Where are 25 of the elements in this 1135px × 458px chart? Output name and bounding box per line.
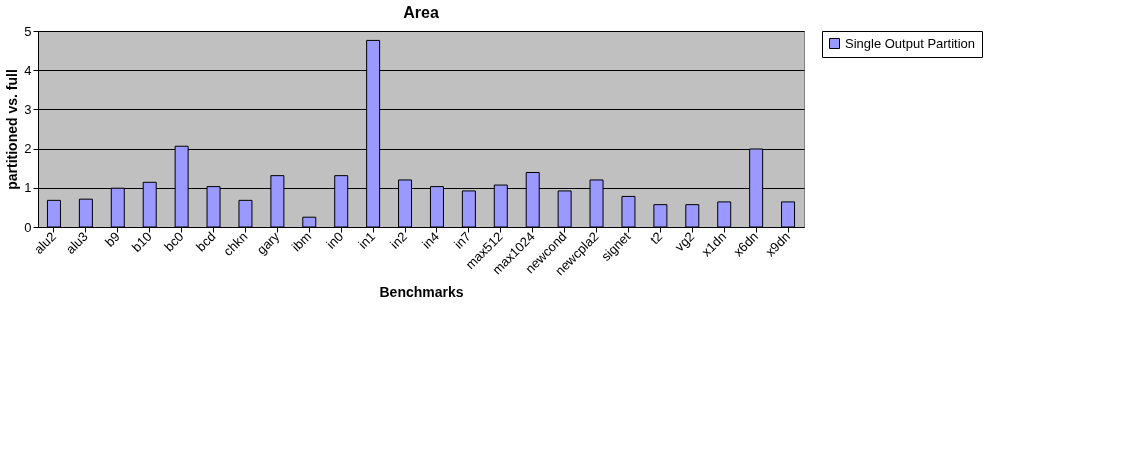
y-tick-label: 0 (24, 219, 32, 235)
x-tick-label: ibm (288, 228, 315, 255)
x-tick-label: bc0 (161, 228, 187, 255)
x-tick-label: bcd (193, 228, 219, 255)
x-tick-label: in7 (450, 228, 474, 252)
x-tick-label: t2 (647, 228, 666, 248)
y-axis-title: partitioned vs. full (4, 69, 21, 190)
x-axis-title: Benchmarks (379, 284, 464, 301)
y-tick-label: 4 (24, 62, 32, 78)
legend-label: Single Output Partition (845, 35, 976, 51)
x-tick-label: b10 (128, 228, 155, 255)
x-tick-label: b9 (101, 228, 123, 250)
x-tick-label: alu2 (30, 228, 59, 257)
y-tick-label: 1 (24, 180, 32, 196)
y-tick-label: 3 (24, 101, 32, 117)
x-tick-label: in1 (355, 228, 379, 252)
x-tick-label: vg2 (671, 228, 698, 255)
x-tick-label: alu3 (62, 228, 91, 257)
x-tick-label: in4 (419, 228, 442, 252)
y-tick-label: 2 (24, 141, 32, 157)
x-tick-label: in2 (387, 228, 410, 252)
y-tick-label: 5 (24, 23, 32, 39)
chart-title: Area (403, 4, 439, 21)
x-tick-label: chkn (220, 228, 251, 259)
x-tick-label: in0 (323, 228, 347, 252)
